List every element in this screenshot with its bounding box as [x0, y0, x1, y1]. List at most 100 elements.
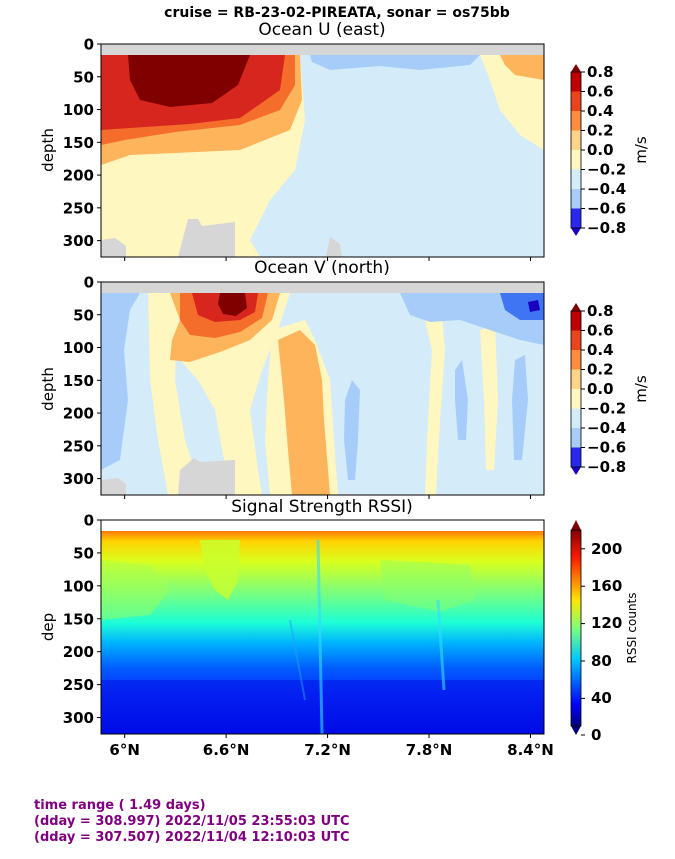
time-range-label: time range ( 1.49 days) — [34, 798, 206, 813]
field-feature-streak — [316, 539, 324, 734]
colorbar-bin — [571, 428, 581, 448]
colorbar-frame — [570, 529, 582, 727]
colorbar-tick-label: −0.6 — [587, 200, 626, 218]
colorbar-tick-label: 200 — [591, 540, 622, 558]
colorbar-bin — [571, 389, 581, 409]
y-axis: 0 50 100 150 200 250 300 — [63, 36, 101, 250]
field-region-south-02 — [512, 355, 528, 460]
field-region-weak-north — [420, 293, 445, 495]
y-tick-label: 250 — [63, 437, 94, 455]
colorbar-tick-label: −0.2 — [587, 161, 626, 179]
panel-ocean-v: Ocean V (north) 0 50 100 150 200 250 300 — [39, 258, 650, 499]
colorbar-bin — [571, 311, 581, 331]
surface-mask — [101, 520, 544, 531]
field-region-weak-north — [480, 325, 498, 470]
colorbar-tick-label: 0.4 — [587, 341, 614, 359]
y-tick-label: 50 — [73, 306, 94, 324]
rssi-field — [101, 520, 544, 734]
field-region-weak-east — [480, 55, 544, 150]
colorbar-bin — [571, 169, 581, 189]
colorbar-label: RSSI counts — [625, 592, 639, 663]
field-region-east-08 — [128, 55, 250, 107]
field-feature-streak — [436, 599, 446, 691]
surface-mask — [101, 44, 544, 55]
colorbar: 0.8 0.6 0.4 0.2 0.0 −0.2 −0.4 −0.6 −0.8 … — [570, 63, 650, 237]
colorbar-tick-label: 40 — [591, 689, 612, 707]
x-axis: 6°N 6.6°N 7.2°N 7.8°N 8.4°N — [109, 734, 554, 759]
ocean-v-field — [101, 282, 544, 495]
colorbar-tick-label: 80 — [591, 652, 612, 670]
colorbar-ticks — [581, 310, 585, 468]
y-tick-label: 150 — [63, 372, 94, 390]
x-axis — [124, 257, 531, 261]
colorbar-tick-label: −0.4 — [587, 419, 626, 437]
field-region-north-02 — [278, 330, 330, 495]
y-tick-label: 200 — [63, 405, 94, 423]
y-tick-label: 200 — [63, 167, 94, 185]
colorbar-bin — [571, 408, 581, 428]
ocean-u-field — [101, 44, 544, 257]
y-tick-label: 150 — [63, 134, 94, 152]
axes-frame — [100, 281, 545, 496]
bottom-mask — [178, 219, 235, 257]
colorbar-tick-label: −0.6 — [587, 439, 626, 457]
y-tick-label: 50 — [73, 68, 94, 86]
x-tick-label: 6°N — [109, 741, 140, 759]
x-tick-label: 8.4°N — [507, 741, 554, 759]
bottom-mask — [326, 237, 342, 257]
field-region-south-02 — [455, 360, 468, 440]
field-region-south-04 — [500, 293, 544, 320]
colorbar-tick-label: 0 — [591, 726, 601, 744]
colorbar-extend-top — [571, 303, 581, 311]
bottom-mask — [178, 458, 235, 495]
x-axis — [124, 495, 531, 499]
colorbar-extend-bottom — [571, 467, 581, 475]
colorbar-bin — [571, 330, 581, 350]
field-region-weak-north — [148, 293, 205, 495]
figure-suptitle: cruise = RB-23-02-PIREATA, sonar = os75b… — [164, 5, 510, 21]
end-time: (dday = 308.997) 2022/11/05 23:55:03 UTC — [34, 814, 350, 829]
y-tick-label: 300 — [63, 470, 94, 488]
field-region-south-02 — [101, 293, 140, 470]
y-tick-label: 250 — [63, 676, 94, 694]
axes-frame — [100, 43, 545, 258]
panel-rssi: Signal Strength RSSI) 0 50 100 150 200 250 300… — [39, 497, 639, 759]
start-time: (dday = 307.507) 2022/11/04 12:10:03 UTC — [34, 830, 350, 845]
x-tick-label: 6.6°N — [203, 741, 250, 759]
field-feature-streak — [289, 619, 306, 701]
y-tick-label: 300 — [63, 709, 94, 727]
field-feature-high-signal — [200, 540, 240, 600]
y-tick-label: 0 — [84, 512, 94, 530]
colorbar-tick-label: −0.8 — [587, 458, 626, 476]
y-tick-label: 200 — [63, 643, 94, 661]
colorbar-extend-bottom — [571, 726, 581, 735]
y-axis: 0 50 100 150 200 250 300 — [63, 274, 101, 488]
colorbar-bin — [571, 130, 581, 150]
y-tick-label: 150 — [63, 610, 94, 628]
colorbar-bin — [571, 111, 581, 131]
colorbar-extend-bottom — [571, 228, 581, 236]
colorbar-tick-label: −0.2 — [587, 400, 626, 418]
colorbar-bin — [571, 72, 581, 92]
x-tick-label: 7.2°N — [304, 741, 351, 759]
colorbar-tick-label: 0.6 — [587, 83, 614, 101]
surface-mask — [101, 282, 544, 293]
colorbar-tick-label: 160 — [591, 577, 622, 595]
y-tick-label: 100 — [63, 339, 94, 357]
bottom-mask — [101, 238, 126, 257]
panel-title: Ocean U (east) — [258, 20, 385, 40]
colorbar-tick-label: 0.8 — [587, 63, 614, 81]
colorbar-ticks — [581, 548, 585, 736]
colorbar-bin — [571, 91, 581, 111]
y-axis-label: depth — [39, 128, 57, 172]
colorbar-tick-label: −0.8 — [587, 219, 626, 237]
y-axis-label: dep — [39, 613, 57, 641]
field-feature-high-signal — [380, 560, 475, 612]
colorbar-tick-label: 0.0 — [587, 380, 614, 398]
panel-title: Signal Strength RSSI) — [231, 497, 413, 517]
x-tick-label: 7.8°N — [406, 741, 453, 759]
colorbar-tick-label: 0.2 — [587, 361, 614, 379]
colorbar-bin — [571, 189, 581, 209]
colorbar-bin — [571, 447, 581, 467]
